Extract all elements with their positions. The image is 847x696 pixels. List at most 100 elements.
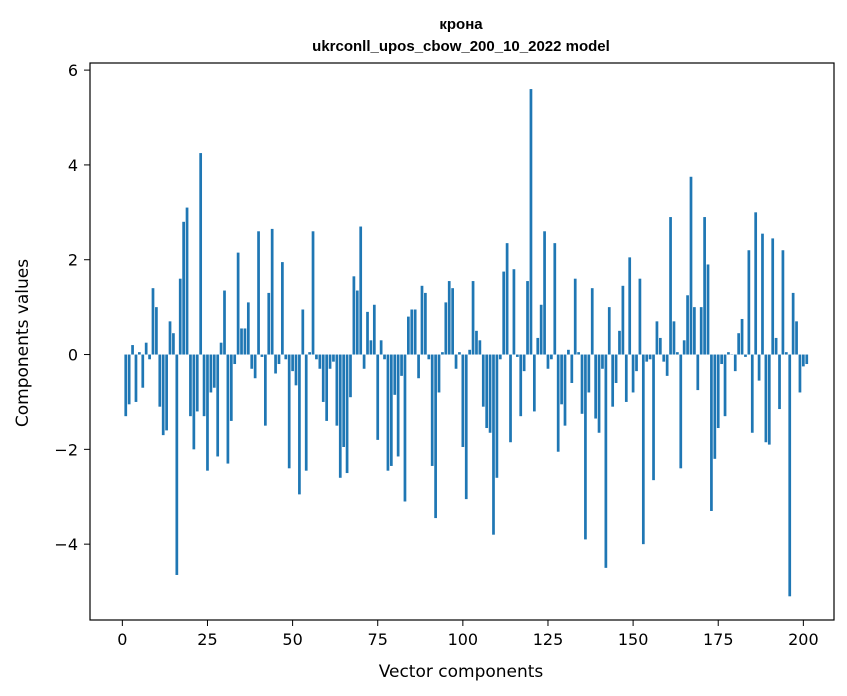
bar: [151, 288, 155, 355]
bar: [553, 243, 557, 355]
bar: [645, 354, 649, 362]
bar: [281, 262, 284, 355]
x-tick-label: 100: [448, 630, 479, 649]
bar: [546, 354, 550, 369]
bar: [502, 271, 506, 355]
bar: [141, 354, 145, 388]
bar: [270, 228, 274, 355]
bar: [601, 354, 604, 369]
x-axis-label: Vector components: [379, 662, 544, 682]
bar: [764, 354, 768, 443]
bar: [389, 354, 393, 466]
bar: [693, 307, 696, 355]
bar: [519, 354, 523, 417]
bar: [655, 321, 659, 355]
bar: [481, 354, 485, 407]
x-tick-label: 125: [533, 630, 564, 649]
bar: [635, 354, 638, 372]
plot-frame: [89, 62, 835, 621]
bar: [195, 354, 199, 412]
bar: [369, 340, 373, 355]
bar: [451, 288, 454, 355]
bar: [209, 354, 213, 393]
bar: [185, 207, 189, 355]
bar: [287, 354, 291, 469]
bar: [505, 243, 509, 355]
bar: [761, 233, 764, 355]
bar: [699, 307, 703, 355]
bar: [407, 316, 410, 355]
bar: [798, 354, 802, 393]
bar: [396, 354, 400, 457]
bar: [403, 354, 407, 502]
bar: [621, 285, 625, 355]
bar: [604, 354, 608, 568]
x-tick-label: 50: [282, 630, 302, 649]
bar: [444, 302, 448, 355]
bar: [294, 354, 298, 386]
bar: [584, 354, 587, 540]
bar: [652, 354, 655, 481]
bar: [710, 354, 713, 511]
bar: [372, 304, 376, 355]
bar: [570, 354, 574, 383]
bar: [788, 354, 792, 597]
bar: [563, 354, 567, 426]
bar: [464, 354, 468, 500]
bar: [689, 176, 693, 355]
bar: [131, 345, 134, 355]
bar: [662, 354, 666, 362]
bar: [219, 342, 223, 355]
bar: [383, 354, 386, 360]
bar: [658, 337, 662, 355]
bar: [740, 318, 744, 355]
x-tick-label: 200: [788, 630, 819, 649]
bar: [590, 288, 594, 355]
bar: [362, 354, 366, 369]
bar: [509, 354, 512, 443]
bar: [529, 89, 533, 355]
bar: [246, 302, 250, 355]
x-tick-label: 0: [117, 630, 127, 649]
y-tick-label: −2: [54, 440, 78, 459]
bar: [441, 352, 444, 355]
x-tick-label: 150: [618, 630, 649, 649]
bar: [243, 328, 247, 355]
bar: [400, 354, 403, 376]
bar: [345, 354, 349, 474]
bar: [168, 321, 172, 355]
bar: [536, 337, 540, 355]
bar: [550, 354, 553, 360]
bar: [127, 354, 131, 405]
bar: [226, 354, 230, 464]
bar: [301, 309, 305, 355]
bar: [696, 354, 700, 391]
bar: [580, 354, 584, 414]
bar: [716, 354, 720, 429]
bar: [577, 352, 580, 355]
bar: [686, 295, 689, 355]
bar: [274, 354, 277, 374]
bar: [641, 354, 645, 545]
bar: [236, 252, 240, 355]
bar: [767, 354, 771, 445]
bar: [447, 281, 451, 355]
bar: [512, 269, 516, 355]
y-axis-label: Components values: [13, 259, 33, 427]
bar: [784, 352, 788, 355]
bar: [648, 354, 652, 360]
bar: [607, 307, 611, 355]
bar: [665, 354, 669, 376]
bar: [430, 354, 434, 466]
bar: [771, 238, 775, 355]
bar: [277, 354, 281, 365]
chart-subtitle: ukrconll_upos_cbow_200_10_2022 model: [312, 38, 610, 55]
bar: [291, 354, 294, 372]
x-tick-label: 175: [703, 630, 734, 649]
bar: [679, 354, 683, 469]
bar: [468, 349, 472, 355]
y-tick-label: −4: [54, 535, 78, 554]
bar: [199, 153, 203, 355]
bar: [335, 354, 339, 426]
